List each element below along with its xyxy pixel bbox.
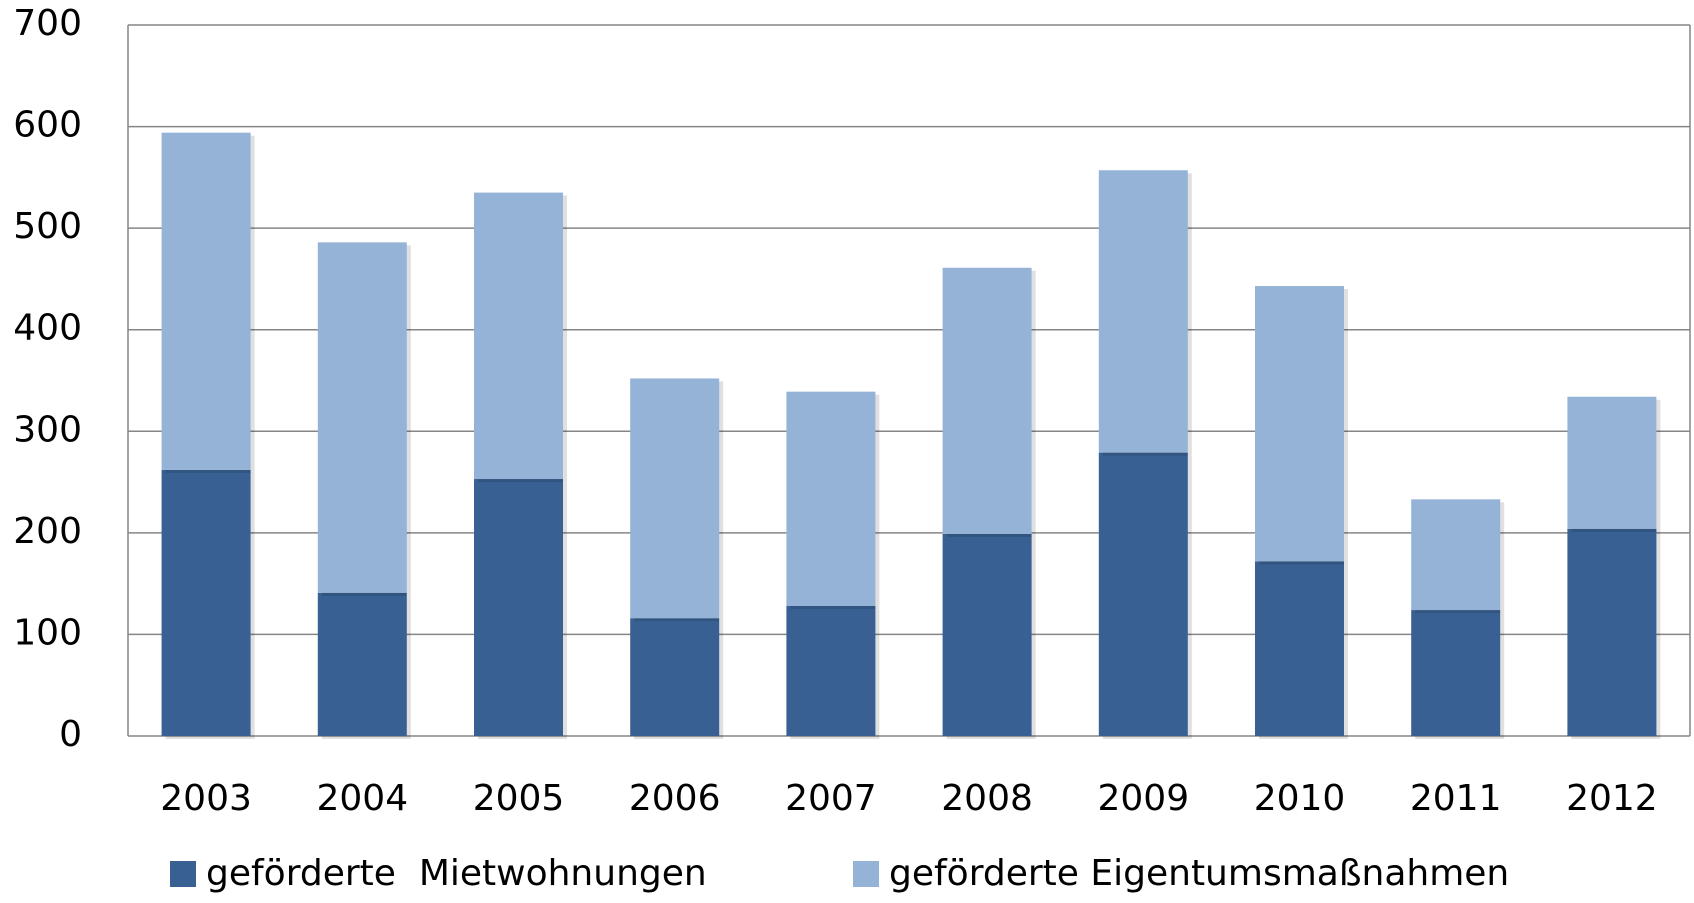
x-tick-label: 2003	[160, 778, 252, 819]
bar	[161, 469, 251, 736]
bar	[317, 242, 407, 593]
x-tick-label: 2009	[1097, 778, 1189, 819]
legend-swatch	[853, 861, 879, 887]
bar	[942, 267, 1032, 534]
bar	[1411, 610, 1501, 736]
bar	[474, 479, 563, 736]
x-tick-label: 2008	[941, 778, 1033, 819]
bar	[630, 618, 720, 736]
x-tick-label: 2005	[473, 778, 565, 819]
y-tick-label: 400	[13, 308, 82, 349]
bar	[1255, 286, 1344, 562]
bar	[1098, 170, 1188, 453]
y-tick-label: 600	[13, 105, 82, 146]
x-tick-label: 2012	[1566, 778, 1658, 819]
y-tick-label: 100	[13, 612, 82, 653]
x-tick-label: 2004	[316, 778, 408, 819]
bar	[161, 132, 251, 470]
legend-label: geförderte Mietwohnungen	[206, 853, 707, 894]
y-tick-label: 300	[13, 409, 82, 450]
y-tick-label: 500	[13, 206, 82, 247]
legend-label: geförderte Eigentumsmaßnahmen	[889, 853, 1509, 894]
x-tick-label: 2007	[785, 778, 877, 819]
bar	[1255, 561, 1344, 736]
bar	[1567, 528, 1657, 736]
y-tick-label: 700	[13, 3, 82, 44]
bar	[1098, 452, 1188, 736]
bar	[942, 533, 1032, 736]
bar	[786, 605, 876, 736]
y-tick-label: 200	[13, 511, 82, 552]
bar	[1411, 499, 1501, 611]
legend-swatch	[170, 861, 196, 887]
bar	[786, 391, 876, 606]
x-tick-label: 2010	[1254, 778, 1346, 819]
x-tick-label: 2011	[1410, 778, 1502, 819]
x-tick-label: 2006	[629, 778, 721, 819]
bar	[630, 378, 720, 619]
y-tick-label: 0	[59, 714, 82, 755]
bar	[317, 592, 407, 736]
bar	[474, 192, 563, 480]
bar	[1567, 396, 1657, 529]
